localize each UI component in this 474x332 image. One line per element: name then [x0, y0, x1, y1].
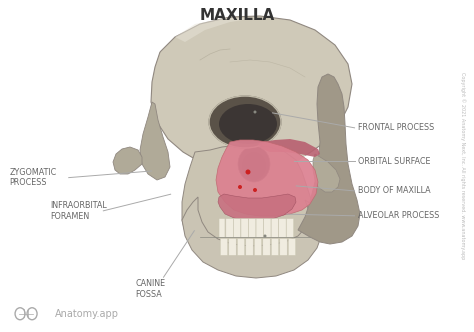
PathPatch shape	[151, 16, 352, 169]
Polygon shape	[113, 147, 142, 174]
FancyBboxPatch shape	[271, 218, 279, 237]
FancyBboxPatch shape	[279, 218, 286, 237]
Text: ALVEOLAR PROCESS: ALVEOLAR PROCESS	[358, 211, 439, 220]
FancyBboxPatch shape	[286, 218, 294, 237]
FancyBboxPatch shape	[246, 238, 253, 256]
Circle shape	[238, 185, 242, 189]
FancyBboxPatch shape	[248, 218, 256, 237]
Ellipse shape	[242, 152, 266, 180]
FancyBboxPatch shape	[241, 218, 248, 237]
Ellipse shape	[209, 96, 281, 148]
FancyBboxPatch shape	[256, 218, 264, 237]
Polygon shape	[182, 145, 318, 274]
Text: ZYGOMATIC
PROCESS: ZYGOMATIC PROCESS	[9, 168, 57, 187]
FancyBboxPatch shape	[237, 238, 245, 256]
Polygon shape	[175, 18, 255, 42]
Text: FRONTAL PROCESS: FRONTAL PROCESS	[358, 123, 434, 132]
Polygon shape	[313, 154, 340, 192]
FancyBboxPatch shape	[219, 218, 225, 237]
Polygon shape	[258, 139, 320, 157]
Text: CANINE
FOSSA: CANINE FOSSA	[135, 279, 165, 298]
Text: ORBITAL SURFACE: ORBITAL SURFACE	[358, 156, 430, 166]
FancyBboxPatch shape	[233, 218, 241, 237]
Circle shape	[254, 111, 256, 114]
Polygon shape	[140, 102, 170, 180]
FancyBboxPatch shape	[264, 218, 271, 237]
Polygon shape	[195, 60, 318, 174]
Text: BODY OF MAXILLA: BODY OF MAXILLA	[358, 186, 430, 196]
Text: Copyright © 2021 Anatomy Next, Inc. All rights reserved. www.anatomy.app: Copyright © 2021 Anatomy Next, Inc. All …	[460, 72, 465, 260]
Ellipse shape	[238, 146, 270, 182]
Ellipse shape	[219, 104, 277, 144]
FancyBboxPatch shape	[288, 238, 296, 256]
FancyBboxPatch shape	[226, 218, 233, 237]
FancyBboxPatch shape	[254, 238, 262, 256]
Polygon shape	[216, 140, 318, 216]
Circle shape	[253, 188, 257, 192]
Polygon shape	[182, 197, 322, 278]
Text: MAXILLA: MAXILLA	[200, 8, 274, 23]
Text: INFRAORBITAL
FORAMEN: INFRAORBITAL FORAMEN	[50, 201, 107, 220]
Polygon shape	[298, 74, 360, 244]
FancyBboxPatch shape	[280, 238, 287, 256]
Circle shape	[264, 234, 266, 237]
Text: Anatomy.app: Anatomy.app	[55, 309, 118, 319]
FancyBboxPatch shape	[271, 238, 279, 256]
Circle shape	[246, 170, 250, 175]
FancyBboxPatch shape	[220, 238, 228, 256]
FancyBboxPatch shape	[229, 238, 236, 256]
Polygon shape	[218, 194, 296, 220]
FancyBboxPatch shape	[263, 238, 270, 256]
